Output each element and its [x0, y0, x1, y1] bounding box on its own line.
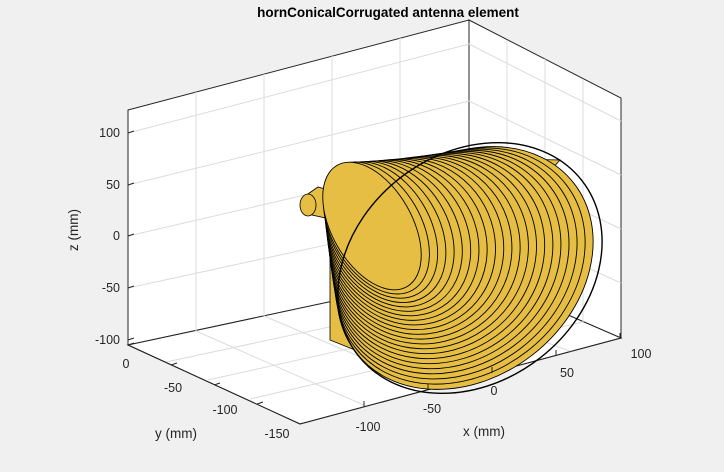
- z-tick-label: 50: [106, 178, 120, 192]
- y-tick-label: -50: [164, 381, 182, 395]
- z-axis-label: z (mm): [66, 209, 81, 251]
- aperture-rim: [337, 141, 603, 395]
- x-tick-label: 0: [491, 384, 498, 398]
- x-tick-label: -50: [423, 402, 441, 416]
- z-axis: 100 50 0 -50 -100 z (mm): [66, 126, 135, 347]
- x-tick-label: 50: [560, 366, 574, 380]
- z-tick-label: -100: [95, 333, 120, 347]
- x-axis-label: x (mm): [463, 424, 505, 439]
- x-tick-label: -100: [355, 420, 380, 434]
- x-axis: -100 -50 0 50 100 x (mm): [355, 333, 651, 439]
- z-tick-label: -50: [102, 281, 120, 295]
- x-tick-label: 100: [631, 347, 652, 361]
- chart-title: hornConicalCorrugated antenna element: [257, 5, 519, 20]
- y-tick-label: -150: [264, 427, 289, 441]
- z-tick-label: 100: [99, 126, 120, 140]
- y-axis-label: y (mm): [155, 426, 197, 441]
- corrugation-ring: [322, 161, 422, 291]
- y-tick-label: 0: [123, 357, 130, 371]
- y-axis: 0 -50 -100 -150 y (mm): [123, 342, 290, 441]
- z-tick-label: 0: [113, 229, 120, 243]
- y-tick-label: -100: [212, 403, 237, 417]
- antenna-horn[interactable]: [288, 91, 652, 446]
